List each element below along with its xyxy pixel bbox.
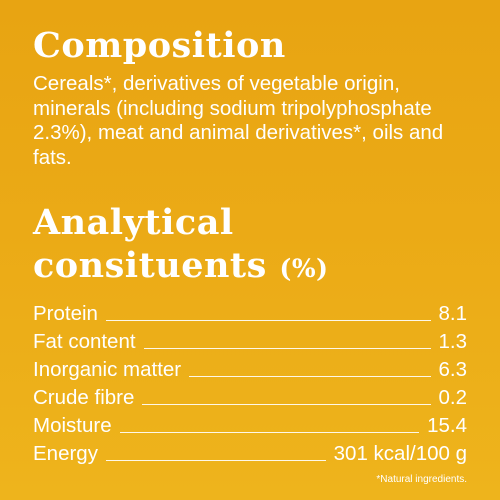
row-label: Crude fibre bbox=[33, 386, 135, 409]
row-value: 15.4 bbox=[427, 414, 467, 437]
footnote: *Natural ingredients. bbox=[376, 474, 467, 485]
leader-line bbox=[189, 376, 431, 377]
analytical-heading-line2: consituents bbox=[33, 245, 267, 286]
analytical-heading-line1: Analytical bbox=[33, 202, 234, 243]
analytical-heading-unit: (%) bbox=[279, 254, 329, 283]
table-row: Inorganic matter 6.3 bbox=[33, 354, 467, 382]
table-row: Protein 8.1 bbox=[33, 298, 467, 326]
row-label: Moisture bbox=[33, 414, 112, 437]
table-row: Moisture 15.4 bbox=[33, 410, 467, 438]
nutrition-panel: Composition Cereals*, derivatives of veg… bbox=[33, 0, 467, 500]
row-label: Inorganic matter bbox=[33, 358, 182, 381]
table-row: Fat content 1.3 bbox=[33, 326, 467, 354]
row-value: 8.1 bbox=[438, 302, 468, 325]
row-value: 301 kcal/100 g bbox=[333, 442, 467, 465]
row-value: 6.3 bbox=[438, 358, 468, 381]
row-label: Protein bbox=[33, 302, 98, 325]
composition-text: Cereals*, derivatives of vegetable origi… bbox=[33, 72, 444, 169]
analytical-table: Protein 8.1 Fat content 1.3 Inorganic ma… bbox=[33, 298, 467, 466]
leader-line bbox=[105, 320, 431, 321]
leader-line bbox=[142, 404, 431, 405]
analytical-heading: Analytical consituents (%) bbox=[33, 201, 328, 290]
row-label: Fat content bbox=[33, 330, 136, 353]
leader-line bbox=[105, 460, 326, 461]
table-row: Crude fibre 0.2 bbox=[33, 382, 467, 410]
leader-line bbox=[143, 348, 431, 349]
composition-heading: Composition bbox=[33, 25, 286, 66]
row-value: 1.3 bbox=[438, 330, 468, 353]
row-value: 0.2 bbox=[438, 386, 468, 409]
row-label: Energy bbox=[33, 442, 98, 465]
leader-line bbox=[119, 432, 420, 433]
table-row: Energy 301 kcal/100 g bbox=[33, 438, 467, 466]
